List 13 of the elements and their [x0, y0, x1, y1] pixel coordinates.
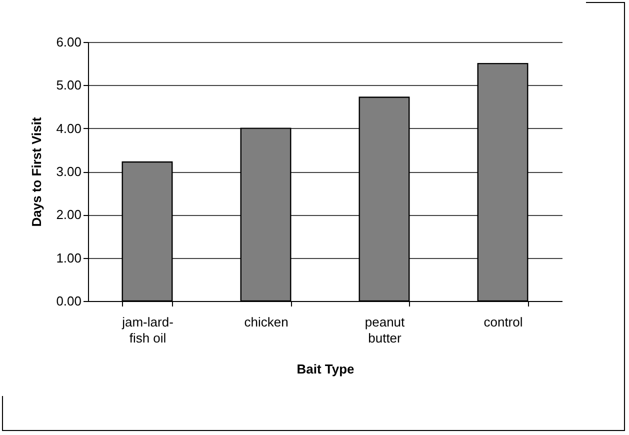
- y-tick-label: 2.00: [56, 207, 82, 222]
- x-tick-label: peanut butter: [364, 314, 406, 346]
- y-tick-label: 6.00: [56, 34, 82, 50]
- x-axis-title: Bait Type: [296, 362, 354, 376]
- y-tick-label: 1.00: [56, 250, 82, 266]
- y-tick-label: 4.00: [56, 120, 82, 136]
- y-tick-label: 3.00: [56, 164, 82, 179]
- y-tick-label: 5.00: [56, 78, 82, 93]
- y-axis-title: Days to First Visit: [29, 116, 44, 227]
- y-tick-label: 0.00: [56, 294, 82, 308]
- x-tick-label: chicken: [244, 314, 288, 330]
- x-tick-label: jam-lard-fish oil: [121, 314, 174, 346]
- x-tick-label: control: [484, 314, 523, 330]
